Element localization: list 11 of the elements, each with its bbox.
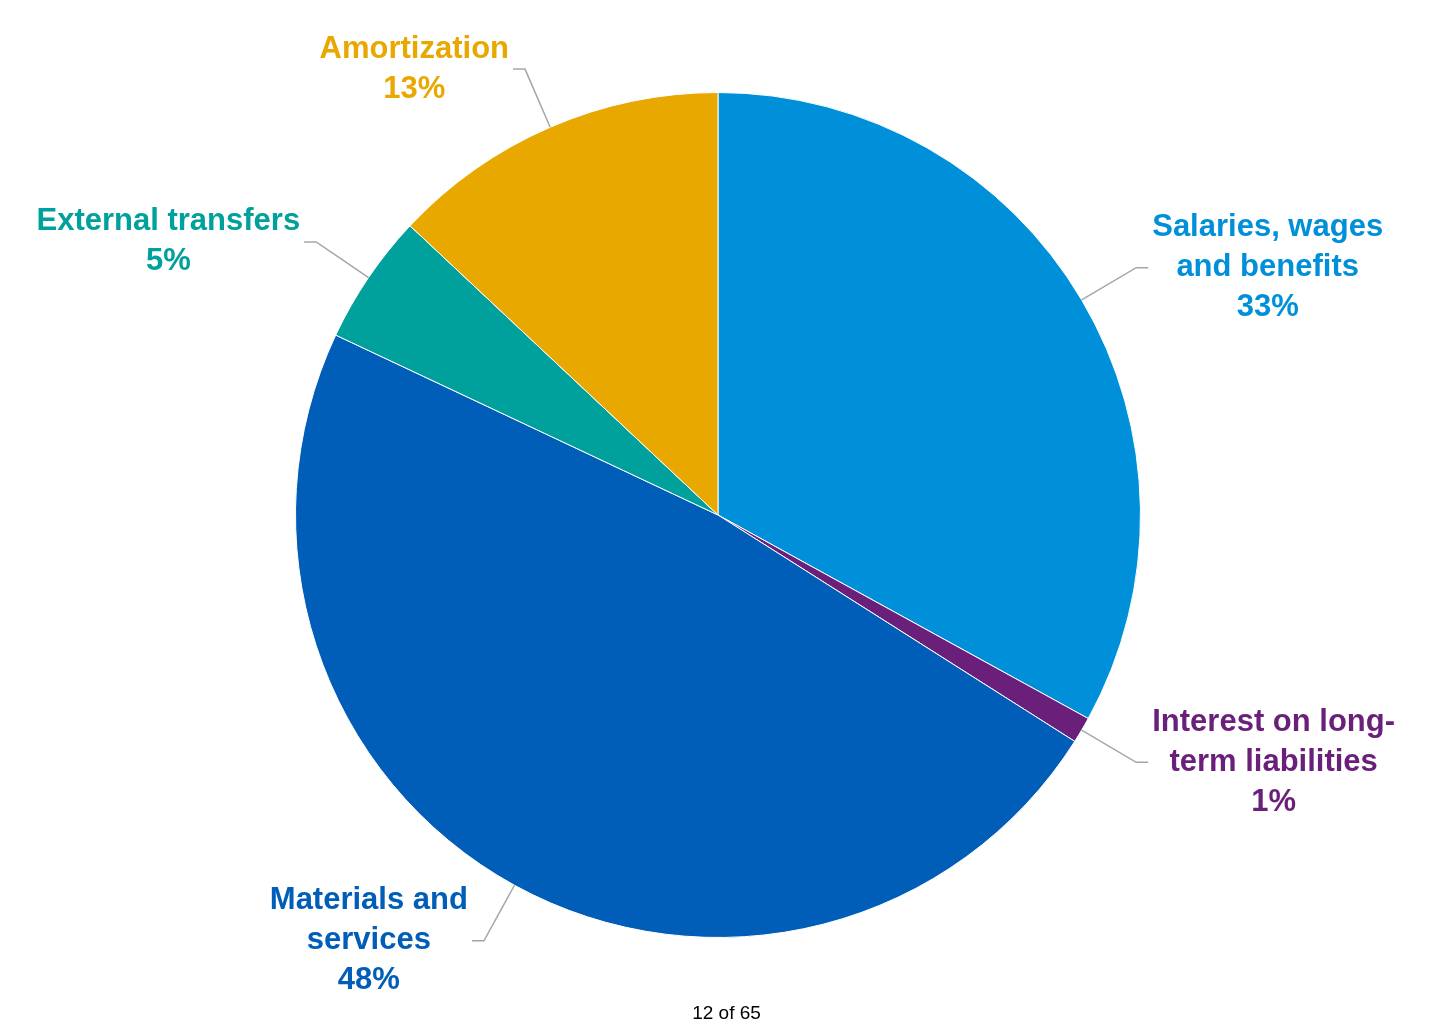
slice-label: Interest on long-term liabilities	[1152, 702, 1396, 778]
slice-label: Amortization	[319, 29, 510, 65]
slice-label: External transfers	[36, 202, 301, 238]
data-label: 1%	[1251, 782, 1297, 818]
slice-label: Materials and services	[269, 881, 468, 957]
data-label: 13%	[383, 69, 446, 105]
text: 12 of 65	[691, 1002, 762, 1024]
data-label: 33%	[1236, 288, 1299, 324]
slice-label: Salaries, wages and benefits	[1152, 208, 1384, 284]
data-label: 5%	[145, 242, 191, 278]
data-label: 48%	[337, 961, 400, 997]
